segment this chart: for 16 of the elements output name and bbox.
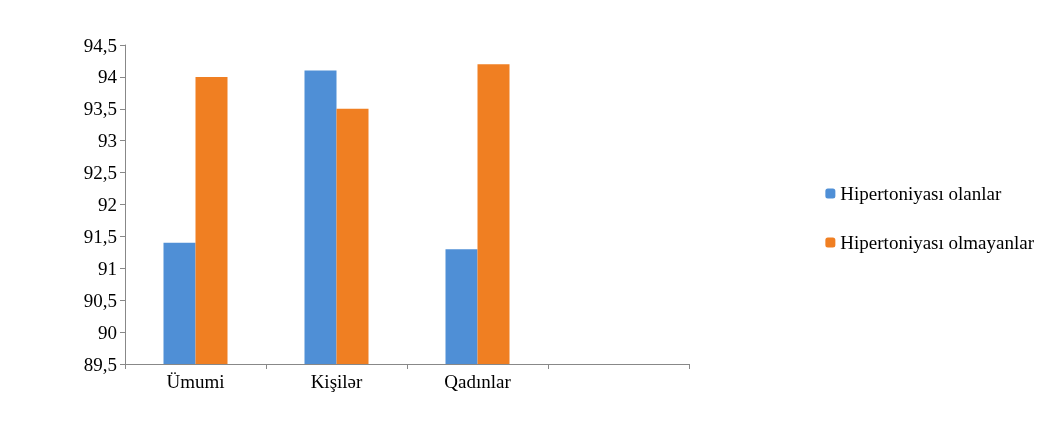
y-tick-label: 93,5 [83,98,117,120]
y-tick-label: 94 [98,66,118,88]
y-tick-label: 90,5 [83,289,117,311]
legend-label: Hipertoniyası olmayanlar [840,232,1035,253]
y-tick-label: 92 [98,194,117,215]
y-tick-label: 90 [98,321,117,343]
y-tick-label: 94,5 [83,34,117,56]
x-tick-label: Qadınlar [444,371,512,392]
y-tick-label: 91,5 [83,225,117,247]
legend-label: Hipertoniyası olanlar [840,183,1002,204]
x-tick-label: Ümumi [166,371,225,392]
y-tick-label: 91 [98,257,117,279]
y-tick-label: 89,5 [83,353,117,375]
y-tick-label: 92,5 [83,162,117,184]
y-tick-label: 93 [98,130,117,152]
x-tick-label: Kişilər [310,371,364,392]
